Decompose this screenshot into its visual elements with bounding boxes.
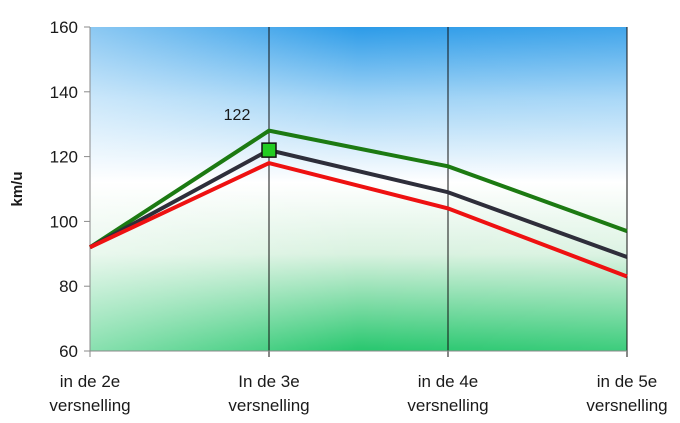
y-tick-label: 80 — [59, 277, 78, 296]
series-line-2 — [89, 147, 628, 259]
y-tick-label: 160 — [50, 18, 78, 37]
x-tick-label: in de 4e versnelling — [407, 372, 488, 415]
y-axis-title: km/u — [9, 171, 26, 206]
y-tick-label: 140 — [50, 83, 78, 102]
x-tick-label: In de 3e versnelling — [228, 372, 309, 415]
y-tick-label: 120 — [50, 148, 78, 167]
y-tick-label: 60 — [59, 342, 78, 361]
data-point-marker — [261, 142, 277, 158]
data-label: 122 — [224, 107, 251, 124]
series-line-3 — [89, 160, 628, 279]
x-tick-label: in de 5e versnelling — [586, 372, 667, 415]
x-tick-label: in de 2e versnelling — [49, 372, 130, 415]
plot-area-sheen — [90, 27, 627, 351]
series-line-1 — [88, 128, 628, 249]
y-tick-label: 100 — [50, 212, 78, 231]
